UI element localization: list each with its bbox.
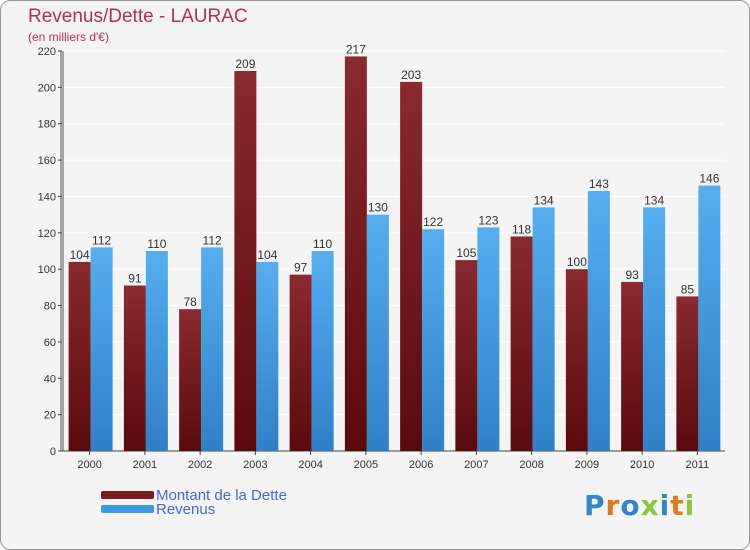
x-tick-label: 2001 [133,459,157,471]
bar-debt-2006 [400,81,423,451]
y-tick-label: 100 [38,264,56,276]
logo-letter: t [670,489,685,522]
bar-debt-2001 [123,285,146,451]
proxiti-logo: Proxiti [584,489,695,522]
legend-swatch-revenue [101,505,154,513]
bar-revenue-2001 [145,251,168,451]
data-label-debt-2011: 85 [681,282,695,296]
bar-debt-2007 [455,260,478,451]
chart-subtitle: (en milliers d'€) [28,30,109,44]
logo-letter: o [620,489,641,522]
bar-debt-2005 [344,56,367,452]
bar-revenue-2008 [532,207,555,451]
data-label-debt-2004: 97 [294,261,308,275]
legend-item-revenue: Revenus [101,500,216,518]
logo-letter: i [659,489,671,522]
bar-debt-2000 [68,261,91,451]
logo-letter: P [584,489,606,522]
x-tick-label: 2002 [188,459,212,471]
y-tick-label: 60 [44,337,56,349]
data-label-debt-2006: 203 [401,68,421,82]
data-label-revenue-2006: 122 [423,215,443,229]
chart-title: Revenus/Dette - LAURAC [28,6,248,27]
logo-letter: r [605,489,621,522]
bar-debt-2002 [179,309,202,451]
y-tick-label: 80 [44,301,56,313]
y-tick-label: 160 [38,155,56,167]
bar-revenue-2003 [256,261,279,451]
data-label-revenue-2007: 123 [478,213,498,227]
x-tick-label: 2010 [630,459,654,471]
x-tick-label: 2008 [519,459,543,471]
bar-revenue-2000 [90,247,113,451]
bar-revenue-2011 [698,185,721,451]
x-tick-label: 2009 [575,459,599,471]
legend-swatch-debt [101,491,154,499]
data-label-revenue-2000: 112 [92,233,111,247]
data-label-debt-2007: 105 [456,246,476,260]
data-label-revenue-2008: 134 [534,193,554,207]
bar-debt-2010 [621,281,644,451]
y-tick-label: 20 [44,410,56,422]
legend-label-revenue: Revenus [156,500,216,518]
data-label-revenue-2002: 112 [203,233,222,247]
x-tick-label: 2005 [354,459,378,471]
bar-revenue-2007 [477,227,500,451]
x-tick-label: 2011 [686,459,710,471]
data-label-debt-2002: 78 [183,295,197,309]
x-tick-label: 2007 [464,459,488,471]
y-tick-label: 180 [38,119,56,131]
data-label-revenue-2001: 110 [147,237,166,251]
bar-revenue-2009 [587,191,610,451]
data-label-debt-2008: 118 [512,222,531,236]
y-tick-label: 120 [38,228,56,240]
data-label-debt-2005: 217 [346,42,366,56]
bar-revenue-2005 [366,214,389,451]
legend-item-debt: Montant de la Dette [101,486,287,504]
data-label-revenue-2004: 110 [313,237,332,251]
bar-debt-2009 [565,269,588,451]
legend-label-debt: Montant de la Dette [156,486,287,504]
data-label-debt-2009: 100 [567,255,587,269]
y-tick-label: 140 [38,191,56,203]
data-label-debt-2000: 104 [70,248,90,262]
x-tick-label: 2004 [298,459,322,471]
y-tick-label: 220 [38,46,56,58]
x-tick-label: 2006 [409,459,433,471]
y-tick-label: 0 [50,446,56,458]
logo-letter: i [684,489,696,522]
y-tick-label: 200 [38,82,56,94]
bar-revenue-2002 [201,247,224,451]
data-label-revenue-2011: 146 [699,172,719,186]
x-tick-label: 2003 [243,459,267,471]
data-label-revenue-2003: 104 [257,248,277,262]
bar-debt-2004 [289,274,312,451]
bar-revenue-2004 [311,251,334,451]
data-label-revenue-2010: 134 [644,193,664,207]
data-label-debt-2010: 93 [625,268,639,282]
data-label-revenue-2009: 143 [589,177,609,191]
y-tick-label: 40 [44,373,56,385]
bar-revenue-2006 [422,229,445,451]
bar-debt-2008 [510,236,533,451]
bar-debt-2011 [676,296,699,451]
data-label-debt-2003: 209 [235,57,255,71]
bar-debt-2003 [234,71,257,451]
bar-revenue-2010 [643,207,666,451]
logo-letter: x [640,489,660,522]
data-label-debt-2001: 91 [128,272,142,286]
data-label-revenue-2005: 130 [368,201,388,215]
x-tick-label: 2000 [77,459,101,471]
